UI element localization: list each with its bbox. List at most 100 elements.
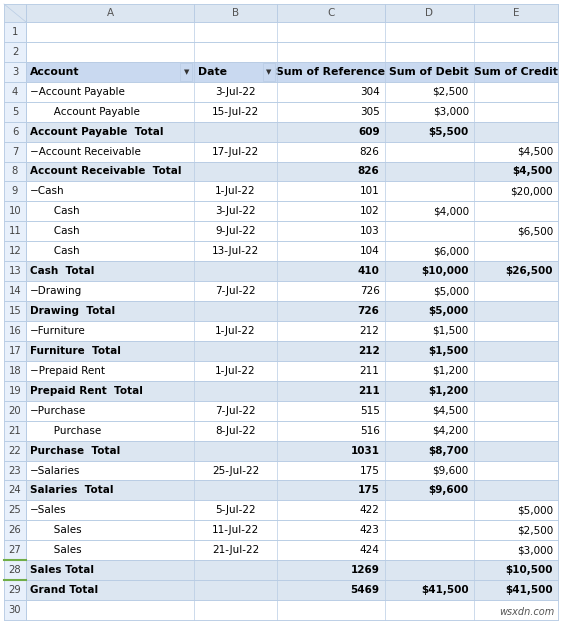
Bar (26, 361, 558, 381)
Text: −Cash: −Cash (30, 187, 65, 197)
Text: Sales: Sales (44, 545, 82, 555)
Text: −Account Payable: −Account Payable (30, 87, 125, 97)
Text: 29: 29 (8, 585, 21, 595)
Text: 1-Jul-22: 1-Jul-22 (215, 366, 256, 376)
Bar (4, 182, 26, 202)
Text: $9,600: $9,600 (429, 485, 469, 495)
Bar (4, 4, 26, 22)
Text: 3-Jul-22: 3-Jul-22 (215, 87, 256, 97)
Text: wsxdn.com: wsxdn.com (499, 607, 554, 617)
Bar (26, 42, 558, 62)
Text: $41,500: $41,500 (421, 585, 469, 595)
Bar (26, 520, 558, 540)
Text: Cash: Cash (44, 246, 80, 256)
Text: 2: 2 (12, 47, 18, 57)
Text: 18: 18 (8, 366, 21, 376)
Bar (277, 4, 385, 22)
Text: 25: 25 (8, 505, 21, 515)
Text: $5,500: $5,500 (429, 127, 469, 137)
Text: 4: 4 (12, 87, 18, 97)
Text: 13-Jul-22: 13-Jul-22 (212, 246, 259, 256)
Text: $1,200: $1,200 (429, 386, 469, 396)
Text: 7-Jul-22: 7-Jul-22 (215, 286, 256, 296)
Bar (26, 241, 558, 261)
Text: 424: 424 (360, 545, 380, 555)
Text: $4,500: $4,500 (433, 406, 469, 416)
Text: 726: 726 (358, 306, 380, 316)
Text: $9,600: $9,600 (433, 466, 469, 475)
Text: 826: 826 (358, 167, 380, 177)
Text: 14: 14 (8, 286, 21, 296)
Text: 726: 726 (360, 286, 380, 296)
Text: 102: 102 (360, 207, 380, 217)
Text: $2,500: $2,500 (517, 525, 553, 535)
Bar (26, 4, 195, 22)
Text: ▼: ▼ (184, 69, 189, 75)
Text: 19: 19 (8, 386, 21, 396)
Text: Prepaid Rent  Total: Prepaid Rent Total (30, 386, 143, 396)
Text: 304: 304 (360, 87, 380, 97)
Bar (26, 301, 558, 321)
Text: 3: 3 (12, 67, 18, 77)
Bar (4, 361, 26, 381)
Text: 211: 211 (358, 386, 380, 396)
Text: 5: 5 (12, 107, 18, 117)
Text: $4,200: $4,200 (433, 426, 469, 436)
Text: $5,000: $5,000 (433, 286, 469, 296)
Bar (4, 461, 26, 480)
Text: $5,000: $5,000 (517, 505, 553, 515)
Text: 104: 104 (360, 246, 380, 256)
Bar (26, 540, 558, 560)
Text: 15-Jul-22: 15-Jul-22 (212, 107, 259, 117)
Text: Account Payable: Account Payable (44, 107, 140, 117)
Text: Sales Total: Sales Total (30, 565, 94, 575)
Text: Furniture  Total: Furniture Total (30, 346, 121, 356)
Bar (26, 401, 558, 421)
Bar (26, 222, 558, 241)
Text: 21: 21 (8, 426, 21, 436)
Text: $4,000: $4,000 (433, 207, 469, 217)
Text: $1,200: $1,200 (433, 366, 469, 376)
Bar (4, 500, 26, 520)
Text: ▼: ▼ (266, 69, 271, 75)
Text: 1269: 1269 (351, 565, 380, 575)
Bar (4, 222, 26, 241)
Text: 25-Jul-22: 25-Jul-22 (212, 466, 259, 475)
Bar (4, 301, 26, 321)
Text: 8-Jul-22: 8-Jul-22 (215, 426, 256, 436)
Text: −Drawing: −Drawing (30, 286, 82, 296)
Text: −Purchase: −Purchase (30, 406, 86, 416)
Text: 211: 211 (360, 366, 380, 376)
Bar (4, 241, 26, 261)
Bar (385, 4, 474, 22)
Bar (26, 500, 558, 520)
Bar (4, 62, 26, 82)
Bar (4, 102, 26, 122)
Text: 423: 423 (360, 525, 380, 535)
Bar (4, 520, 26, 540)
Bar (4, 261, 26, 281)
Bar (26, 441, 558, 461)
Text: A: A (107, 8, 114, 18)
Text: 410: 410 (358, 266, 380, 276)
Text: 22: 22 (8, 446, 21, 456)
Text: −Sales: −Sales (30, 505, 67, 515)
Text: $41,500: $41,500 (505, 585, 553, 595)
Bar (4, 560, 26, 580)
Text: 516: 516 (360, 426, 380, 436)
Text: $10,000: $10,000 (421, 266, 469, 276)
Bar (26, 421, 558, 441)
Text: $4,500: $4,500 (517, 147, 553, 157)
Text: $1,500: $1,500 (433, 326, 469, 336)
Text: 422: 422 (360, 505, 380, 515)
Text: 30: 30 (9, 605, 21, 615)
Text: 9-Jul-22: 9-Jul-22 (215, 227, 256, 236)
Text: 7: 7 (12, 147, 18, 157)
Text: 9: 9 (12, 187, 18, 197)
Text: 16: 16 (8, 326, 21, 336)
Bar (4, 42, 26, 62)
Bar (4, 600, 26, 620)
Bar (26, 480, 558, 500)
Text: 1-Jul-22: 1-Jul-22 (215, 326, 256, 336)
Text: 175: 175 (358, 485, 380, 495)
